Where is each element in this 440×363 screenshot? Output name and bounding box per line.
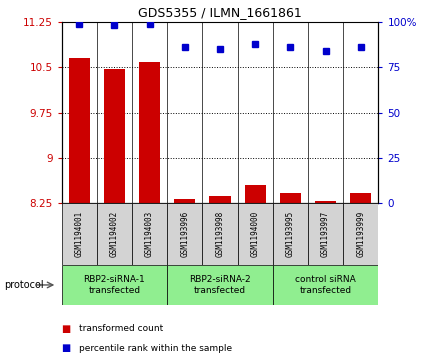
Text: control siRNA
transfected: control siRNA transfected (295, 275, 356, 295)
Text: GSM1194003: GSM1194003 (145, 211, 154, 257)
Text: percentile rank within the sample: percentile rank within the sample (79, 344, 232, 353)
Text: GSM1193997: GSM1193997 (321, 211, 330, 257)
Bar (167, 265, 273, 305)
Bar (202, 203, 238, 265)
Bar (97, 203, 132, 265)
Bar (174, 199, 195, 203)
Bar (343, 203, 378, 265)
Bar (308, 203, 343, 265)
Bar (62, 203, 97, 265)
Text: transformed count: transformed count (79, 324, 163, 333)
Text: GSM1194000: GSM1194000 (251, 211, 260, 257)
Text: protocol: protocol (4, 280, 44, 290)
Bar (132, 203, 167, 265)
Bar (350, 193, 371, 203)
Text: GSM1193995: GSM1193995 (286, 211, 295, 257)
Text: ■: ■ (62, 323, 71, 334)
Text: GSM1193996: GSM1193996 (180, 211, 189, 257)
Text: GSM1194001: GSM1194001 (75, 211, 84, 257)
Text: GSM1193998: GSM1193998 (216, 211, 224, 257)
Text: RBP2-siRNA-2
transfected: RBP2-siRNA-2 transfected (189, 275, 251, 295)
Bar (104, 69, 125, 203)
Bar (273, 265, 378, 305)
Bar (273, 203, 308, 265)
Text: GSM1194002: GSM1194002 (110, 211, 119, 257)
Bar (167, 203, 202, 265)
Bar (315, 201, 336, 203)
Text: GSM1193999: GSM1193999 (356, 211, 365, 257)
Bar (280, 193, 301, 203)
Bar (209, 196, 231, 203)
Text: RBP2-siRNA-1
transfected: RBP2-siRNA-1 transfected (84, 275, 145, 295)
Bar (245, 185, 266, 203)
Bar (238, 203, 273, 265)
Bar (69, 58, 90, 203)
Bar (139, 62, 160, 203)
Text: ■: ■ (62, 343, 71, 354)
Title: GDS5355 / ILMN_1661861: GDS5355 / ILMN_1661861 (138, 6, 302, 19)
Bar (62, 265, 167, 305)
